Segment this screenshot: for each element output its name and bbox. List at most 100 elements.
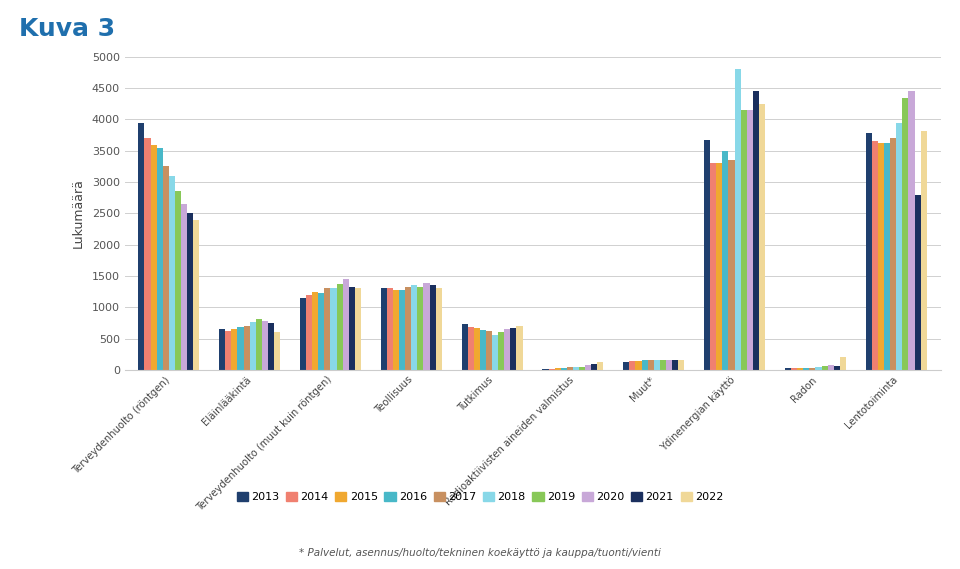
Bar	[399, 290, 405, 370]
Bar	[585, 365, 591, 370]
Legend: 2013, 2014, 2015, 2016, 2017, 2018, 2019, 2020, 2021, 2022: 2013, 2014, 2015, 2016, 2017, 2018, 2019…	[232, 488, 728, 506]
Bar	[815, 368, 822, 370]
Bar	[250, 322, 255, 370]
Bar	[741, 110, 747, 370]
Bar	[312, 292, 319, 370]
Bar	[884, 143, 890, 370]
Bar	[542, 369, 548, 370]
Bar	[747, 110, 753, 370]
Bar	[791, 368, 797, 370]
Bar	[486, 331, 492, 370]
Bar	[716, 163, 723, 370]
Bar	[169, 176, 175, 370]
Bar	[492, 335, 498, 370]
Bar	[355, 288, 361, 370]
Bar	[566, 368, 573, 370]
Bar	[734, 69, 741, 370]
Bar	[468, 327, 474, 370]
Bar	[144, 138, 151, 370]
Bar	[573, 367, 579, 370]
Bar	[255, 319, 262, 370]
Bar	[226, 331, 231, 370]
Bar	[897, 123, 902, 370]
Bar	[387, 288, 393, 370]
Bar	[840, 357, 846, 370]
Bar	[405, 287, 411, 370]
Bar	[710, 163, 716, 370]
Bar	[274, 332, 280, 370]
Bar	[785, 368, 791, 370]
Bar	[319, 293, 324, 370]
Bar	[219, 329, 226, 370]
Bar	[187, 213, 193, 370]
Bar	[630, 361, 636, 370]
Bar	[418, 287, 423, 370]
Bar	[555, 368, 561, 370]
Bar	[175, 191, 181, 370]
Bar	[231, 329, 237, 370]
Bar	[268, 323, 274, 370]
Bar	[672, 360, 678, 370]
Bar	[306, 295, 312, 370]
Bar	[381, 288, 387, 370]
Bar	[504, 329, 511, 370]
Bar	[591, 364, 597, 370]
Bar	[723, 151, 729, 370]
Bar	[429, 284, 436, 370]
Bar	[636, 361, 641, 370]
Bar	[666, 360, 672, 370]
Bar	[915, 195, 921, 370]
Bar	[678, 360, 684, 370]
Bar	[423, 283, 429, 370]
Bar	[753, 92, 759, 370]
Bar	[462, 324, 468, 370]
Bar	[704, 139, 710, 370]
Bar	[498, 332, 504, 370]
Bar	[878, 143, 884, 370]
Bar	[833, 366, 840, 370]
Bar	[411, 286, 418, 370]
Bar	[511, 328, 516, 370]
Bar	[561, 368, 566, 370]
Bar	[890, 138, 897, 370]
Bar	[193, 220, 200, 370]
Bar	[548, 369, 555, 370]
Bar	[828, 365, 833, 370]
Bar	[866, 133, 872, 370]
Bar	[324, 288, 330, 370]
Bar	[623, 362, 630, 370]
Bar	[348, 287, 355, 370]
Bar	[337, 284, 343, 370]
Bar	[262, 321, 268, 370]
Bar	[797, 368, 804, 370]
Bar	[237, 327, 244, 370]
Bar	[151, 145, 156, 370]
Y-axis label: Lukumäärä: Lukumäärä	[72, 179, 84, 248]
Bar	[759, 104, 765, 370]
Bar	[641, 361, 648, 370]
Bar	[660, 360, 666, 370]
Bar	[809, 368, 815, 370]
Bar	[436, 288, 442, 370]
Bar	[902, 98, 908, 370]
Bar	[393, 290, 399, 370]
Bar	[181, 204, 187, 370]
Bar	[330, 288, 337, 370]
Bar	[872, 142, 878, 370]
Bar	[654, 360, 660, 370]
Bar	[156, 147, 163, 370]
Bar	[138, 123, 144, 370]
Bar	[908, 92, 915, 370]
Bar	[474, 328, 480, 370]
Bar	[244, 326, 250, 370]
Bar	[579, 367, 585, 370]
Text: Kuva 3: Kuva 3	[19, 17, 115, 41]
Bar	[648, 360, 654, 370]
Bar	[343, 279, 348, 370]
Bar	[729, 160, 734, 370]
Bar	[804, 368, 809, 370]
Bar	[597, 362, 604, 370]
Bar	[516, 326, 522, 370]
Bar	[822, 366, 828, 370]
Bar	[921, 131, 926, 370]
